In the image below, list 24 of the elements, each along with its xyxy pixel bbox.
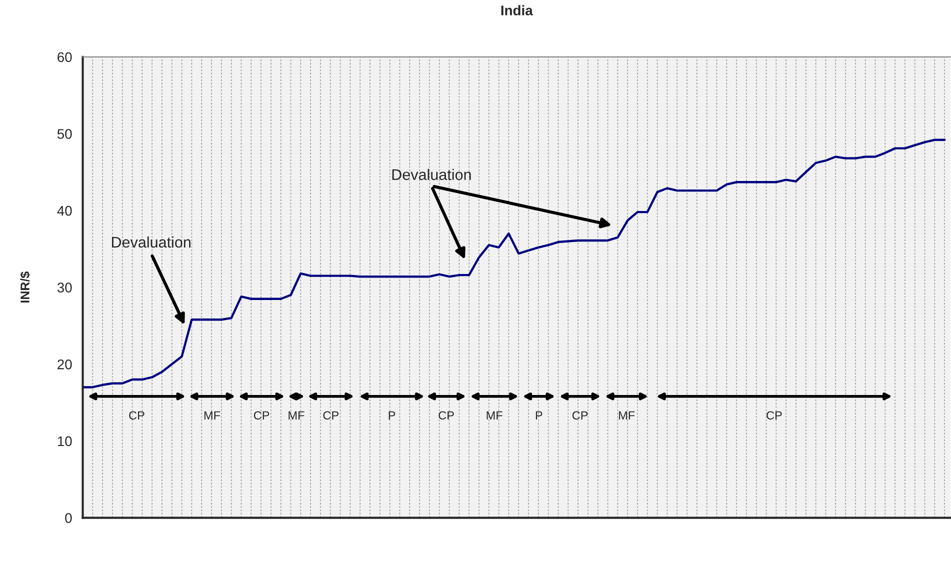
annotation: CP [254, 411, 270, 420]
annotation: Devaluation [392, 168, 471, 180]
annotation: MF [486, 411, 502, 420]
y-tick-label: 20 [58, 359, 72, 370]
annotation: CP [129, 411, 144, 420]
y-tick-label: 40 [57, 206, 72, 216]
line-series [82, 138, 946, 388]
annotation: CP [323, 411, 338, 420]
y-axis-title: INR/$ [20, 272, 30, 302]
annotation: P [388, 411, 396, 420]
annotation: CP [572, 411, 588, 420]
annotation: P [536, 411, 542, 420]
y-tick-label: 10 [58, 436, 72, 446]
y-tick-label: 50 [57, 129, 72, 139]
annotation: MF [288, 411, 304, 420]
y-tick-label: 60 [58, 52, 72, 62]
annotation: Devaluation [112, 236, 190, 248]
y-tick-label: 30 [57, 282, 72, 293]
annotation: MF [204, 411, 220, 420]
annotation: CP [438, 411, 454, 420]
annotation: CP [766, 411, 782, 420]
y-tick-label: 0 [65, 513, 72, 523]
annotation: MF [619, 411, 635, 420]
chart-title: India [501, 5, 533, 16]
